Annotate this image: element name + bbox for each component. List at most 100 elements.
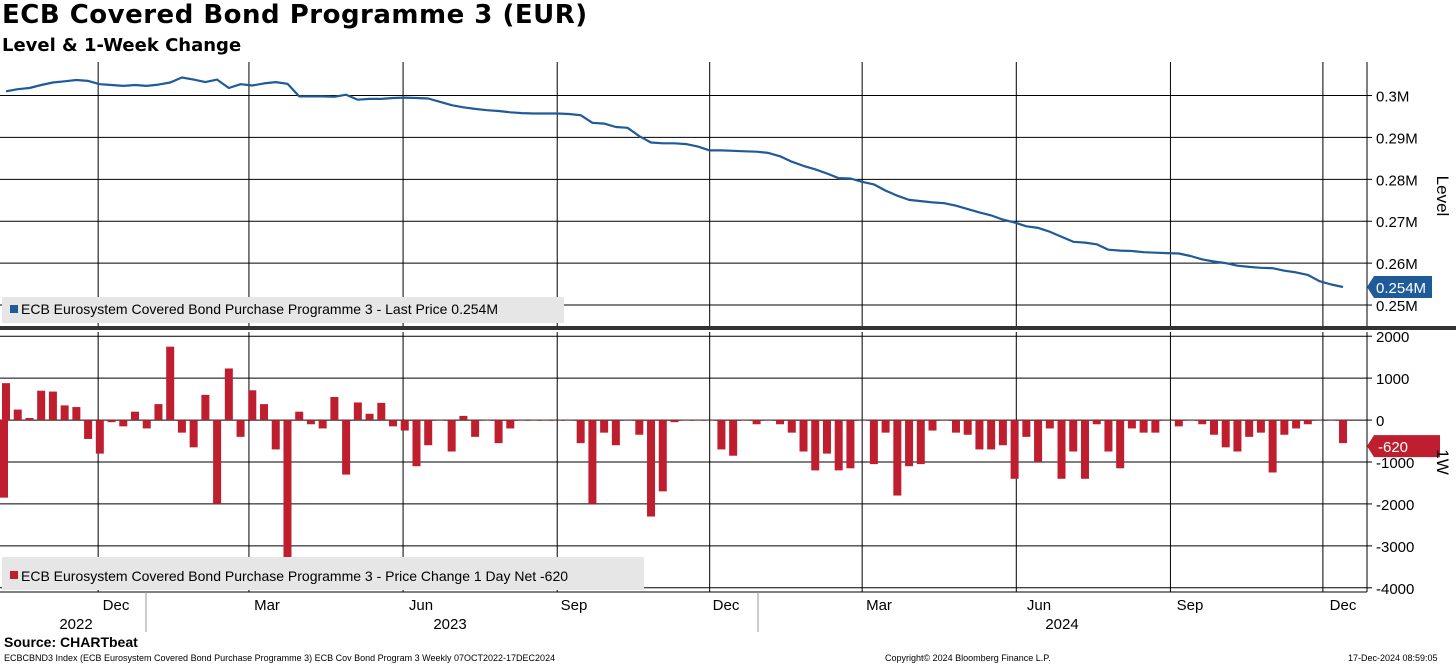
bottom-y-tick-label: 0 [1376, 413, 1384, 430]
change-bar [975, 420, 984, 450]
chart-subtitle: Level & 1-Week Change [2, 35, 242, 56]
change-bar [424, 420, 433, 446]
change-bar [1080, 420, 1089, 479]
bottom-legend-box [2, 557, 644, 590]
x-month-label: Jun [409, 597, 433, 614]
change-bar [1151, 420, 1160, 433]
change-bar [893, 420, 902, 496]
change-bar [1256, 420, 1265, 433]
change-bar [447, 420, 456, 452]
change-bar [131, 411, 140, 421]
change-bar [248, 390, 257, 421]
change-bar [377, 402, 386, 421]
change-bar [37, 390, 46, 421]
change-bar [283, 420, 292, 559]
bottom-y-tick-label: 2000 [1376, 329, 1409, 346]
change-bar [693, 420, 702, 421]
change-bar [482, 420, 491, 421]
x-month-label: Mar [254, 597, 280, 614]
change-bar [306, 420, 315, 425]
change-bar [295, 411, 304, 421]
bottom-y-tick-label: -2000 [1376, 497, 1414, 514]
change-bar [729, 420, 738, 456]
change-bar [811, 420, 820, 471]
change-bar [881, 420, 890, 433]
panel-separator [0, 326, 1456, 330]
top-legend-box [2, 297, 564, 323]
top-legend-swatch [10, 305, 18, 313]
change-bar [365, 413, 374, 421]
change-bar [435, 420, 444, 421]
change-bar [459, 415, 468, 421]
top-y-axis-title: Level [1433, 176, 1452, 217]
change-bar [576, 420, 585, 444]
change-bar [1104, 420, 1113, 452]
change-bar [799, 420, 808, 452]
change-bar [1139, 420, 1148, 433]
change-bar [471, 420, 480, 437]
change-bar [1198, 420, 1207, 425]
change-bar [330, 397, 339, 421]
change-bar [60, 405, 69, 421]
bottom-y-axis-title: 1W [1433, 449, 1452, 475]
change-bar [822, 420, 831, 454]
change-bar [869, 420, 878, 465]
change-bar [142, 420, 151, 429]
top-last-value-label: 0.254M [1376, 280, 1426, 297]
change-bar [189, 420, 198, 448]
change-bar [834, 420, 843, 471]
chart-title: ECB Covered Bond Programme 3 (EUR) [2, 0, 588, 30]
top-last-value-tag [1367, 276, 1432, 299]
change-bar [400, 420, 409, 431]
change-bar [1233, 420, 1242, 452]
change-bar [1221, 420, 1230, 448]
change-bar [13, 409, 22, 421]
bottom-y-tick-label: -3000 [1376, 539, 1414, 556]
x-month-label: Mar [866, 597, 892, 614]
bottom-y-tick-label: 1000 [1376, 371, 1409, 388]
bottom-legend-swatch [10, 571, 18, 579]
change-bar [916, 420, 925, 465]
change-bar [494, 420, 503, 444]
change-bar [260, 404, 269, 421]
change-bar [529, 420, 538, 421]
change-bar [1339, 420, 1347, 444]
change-bar [564, 420, 573, 421]
change-bar [752, 420, 761, 425]
change-bar [998, 420, 1007, 446]
change-bar [353, 402, 362, 421]
bottom-last-value-tag [1367, 435, 1440, 458]
top-y-tick-label: 0.26M [1376, 256, 1418, 273]
change-bar [1174, 420, 1183, 427]
change-bar [201, 394, 210, 421]
change-bar [412, 420, 421, 467]
x-month-label: Jun [1027, 597, 1051, 614]
change-bar [611, 420, 620, 446]
change-bar [48, 391, 57, 421]
change-bar [25, 417, 34, 421]
change-bar [177, 420, 186, 433]
change-bar [166, 346, 175, 421]
change-bar [846, 420, 855, 469]
change-bar [389, 420, 398, 427]
change-bar [670, 420, 679, 423]
ticker-info: ECBCBND3 Index (ECB Eurosystem Covered B… [4, 653, 556, 663]
x-month-label: Sep [1177, 597, 1204, 614]
change-bar [2, 383, 10, 421]
x-year-label: 2024 [1045, 616, 1078, 633]
top-legend-text: ECB Eurosystem Covered Bond Purchase Pro… [21, 301, 498, 317]
change-bar [1292, 420, 1301, 429]
bottom-legend-text: ECB Eurosystem Covered Bond Purchase Pro… [21, 568, 568, 584]
change-bar [682, 420, 691, 421]
change-bar [963, 420, 972, 435]
change-bar [1186, 420, 1195, 421]
top-y-tick-label: 0.3M [1376, 89, 1409, 106]
change-bar [1163, 420, 1172, 421]
top-y-tick-label: 0.27M [1376, 214, 1418, 231]
change-bar [764, 420, 773, 421]
change-bar [1010, 420, 1019, 479]
x-year-label: 2023 [433, 616, 466, 633]
x-month-label: Sep [561, 597, 588, 614]
change-bar [588, 420, 597, 504]
